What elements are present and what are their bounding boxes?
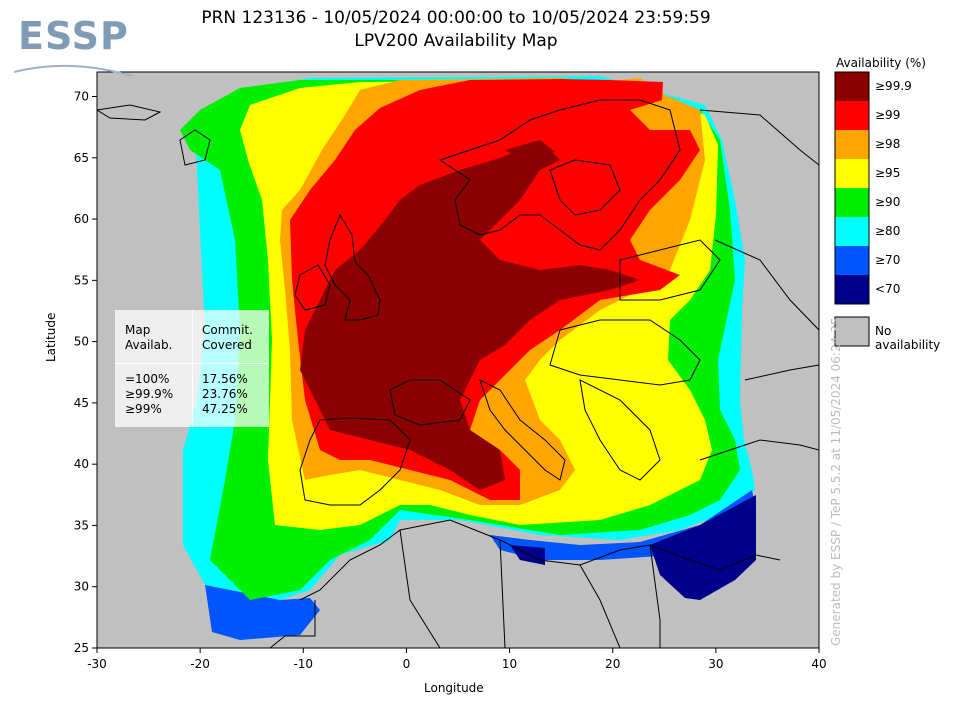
y-axis-ticks: 70 65 60 55 50 45 40 35 30 25 [74, 90, 97, 655]
legend-title: Availability (%) [836, 56, 926, 70]
x-tick-label: -30 [87, 657, 107, 671]
table-cell: 23.76% [202, 387, 248, 401]
legend-item-label: <70 [875, 282, 901, 296]
contour-99-9-b [505, 140, 555, 158]
coastlines [97, 99, 819, 648]
plot-frame [96, 71, 820, 649]
x-tick-label: 0 [403, 657, 411, 671]
availability-contours [97, 76, 819, 648]
legend-swatch [835, 217, 869, 246]
legend-item-label: ≥90 [875, 195, 901, 209]
stats-row-divider [115, 363, 269, 364]
table-cell: 47.25% [202, 402, 248, 416]
table-row: =100% [125, 372, 170, 386]
contour-70-sw [205, 585, 320, 640]
stats-header-covered-line1: Commit. [202, 323, 253, 337]
contour-lt70-b [510, 545, 545, 565]
legend-swatch [835, 101, 869, 130]
legend-item-label: ≥98 [875, 137, 901, 151]
logo-swoosh [13, 64, 133, 77]
y-tick-label: 35 [74, 518, 89, 532]
legend-swatch [835, 246, 869, 275]
stats-header-map-line2: Availab. [125, 338, 173, 352]
legend-swatch-no-availability [834, 316, 870, 347]
y-tick-label: 45 [74, 396, 89, 410]
legend-item-label: ≥80 [875, 224, 901, 238]
stats-header-covered: Commit. Covered [202, 323, 253, 353]
x-axis-label: Longitude [424, 681, 484, 695]
table-cell: 17.56% [202, 372, 248, 386]
page-subtitle: LPV200 Availability Map [354, 31, 558, 51]
legend-no-availability-label: No availability [875, 324, 941, 352]
y-tick-label: 30 [74, 580, 89, 594]
legend-frame [834, 71, 870, 305]
x-tick-label: -20 [190, 657, 210, 671]
legend-swatch [835, 130, 869, 159]
x-tick-label: 10 [502, 657, 517, 671]
x-axis-ticks: -30 -20 -10 0 10 20 30 40 [87, 648, 827, 671]
x-tick-label: 40 [811, 657, 826, 671]
x-tick-label: 30 [708, 657, 723, 671]
contour-99-9 [300, 145, 640, 490]
legend-item-label: ≥95 [875, 166, 901, 180]
y-tick-label: 40 [74, 457, 89, 471]
stats-covered: 17.56% 23.76% 47.25% [202, 372, 248, 417]
y-tick-label: 65 [74, 151, 89, 165]
table-row: ≥99% [125, 402, 162, 416]
legend-swatch [835, 72, 869, 101]
legend-swatch [835, 159, 869, 188]
stats-header-covered-line2: Covered [202, 338, 252, 352]
legend [834, 71, 870, 347]
y-tick-label: 50 [74, 335, 89, 349]
legend-item-label: ≥70 [875, 253, 901, 267]
essp-logo: ESSP [18, 14, 129, 58]
legend-item-label: ≥99.9 [875, 79, 912, 93]
legend-swatch [835, 188, 869, 217]
table-row: ≥99.9% [125, 387, 174, 401]
y-axis-label: Latitude [44, 312, 58, 362]
y-tick-label: 60 [74, 212, 89, 226]
y-tick-label: 55 [74, 273, 89, 287]
legend-swatch [835, 275, 869, 304]
legend-item-label: ≥99 [875, 108, 901, 122]
stats-header-map-line1: Map [125, 323, 151, 337]
stats-levels: =100% ≥99.9% ≥99% [125, 372, 173, 417]
page-title: PRN 123136 - 10/05/2024 00:00:00 to 10/0… [201, 8, 711, 28]
stats-header-map: Map Availab. [125, 323, 172, 353]
generated-by-watermark: Generated by ESSP / TeP 5.5.2 at 11/05/2… [829, 317, 843, 646]
y-tick-label: 70 [74, 90, 89, 104]
x-tick-label: -10 [293, 657, 313, 671]
y-tick-label: 25 [74, 641, 89, 655]
contour-lt70 [650, 495, 756, 600]
stats-table: Map Availab. Commit. Covered =100% ≥99.9… [115, 310, 269, 427]
x-tick-label: 20 [605, 657, 620, 671]
stats-col-divider [192, 310, 193, 427]
